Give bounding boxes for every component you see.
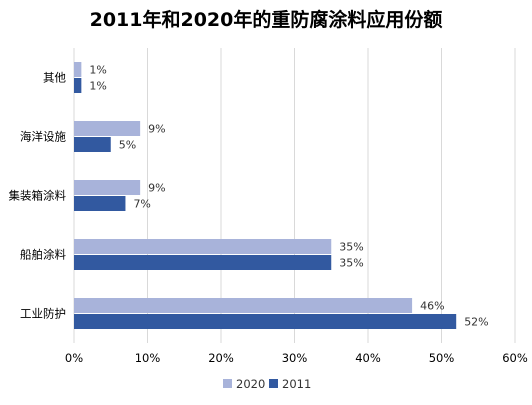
x-tick-label: 10% — [135, 351, 161, 365]
category-label: 船舶涂料 — [20, 248, 66, 262]
data-label: 35% — [339, 241, 363, 254]
data-label: 5% — [119, 139, 136, 152]
legend-swatch — [269, 379, 278, 388]
bar-2020 — [74, 62, 82, 77]
data-label: 9% — [148, 123, 165, 136]
legend: 2020 2011 — [223, 377, 311, 391]
data-label: 9% — [148, 182, 165, 195]
bar-2011 — [74, 137, 111, 152]
data-label: 1% — [89, 64, 106, 77]
bar-2020 — [74, 298, 413, 313]
category-label: 其他 — [43, 71, 66, 85]
chart-title: 2011年和2020年的重防腐涂料应用份额 — [90, 8, 443, 31]
category-label: 工业防护 — [20, 307, 66, 321]
bar-2020 — [74, 239, 332, 254]
bars: 1% 1% 9% 5% 9% 7% 35% 35% 46% 52% — [74, 62, 489, 329]
category-label: 集装箱涂料 — [9, 189, 67, 203]
bar-2011 — [74, 196, 126, 211]
x-tick-label: 30% — [282, 351, 308, 365]
data-label: 52% — [464, 316, 488, 329]
x-tick-label: 40% — [355, 351, 381, 365]
bar-2011 — [74, 255, 332, 270]
data-label: 46% — [420, 300, 444, 313]
legend-label: 2020 — [236, 377, 265, 391]
gridlines — [73, 48, 516, 343]
category-label: 海洋设施 — [20, 130, 66, 144]
bar-2011 — [74, 314, 457, 329]
bar-2020 — [74, 121, 141, 136]
data-label: 35% — [339, 257, 363, 270]
data-label: 1% — [89, 80, 106, 93]
data-label: 7% — [133, 198, 150, 211]
x-axis-ticks: 0% 10% 20% 30% 40% 50% 60% — [65, 351, 528, 365]
legend-swatch — [223, 379, 232, 388]
x-tick-label: 60% — [502, 351, 528, 365]
bar-2020 — [74, 180, 141, 195]
legend-label: 2011 — [282, 377, 311, 391]
x-tick-label: 50% — [429, 351, 455, 365]
bar-2011 — [74, 78, 82, 93]
x-tick-label: 0% — [65, 351, 83, 365]
x-tick-label: 20% — [208, 351, 234, 365]
